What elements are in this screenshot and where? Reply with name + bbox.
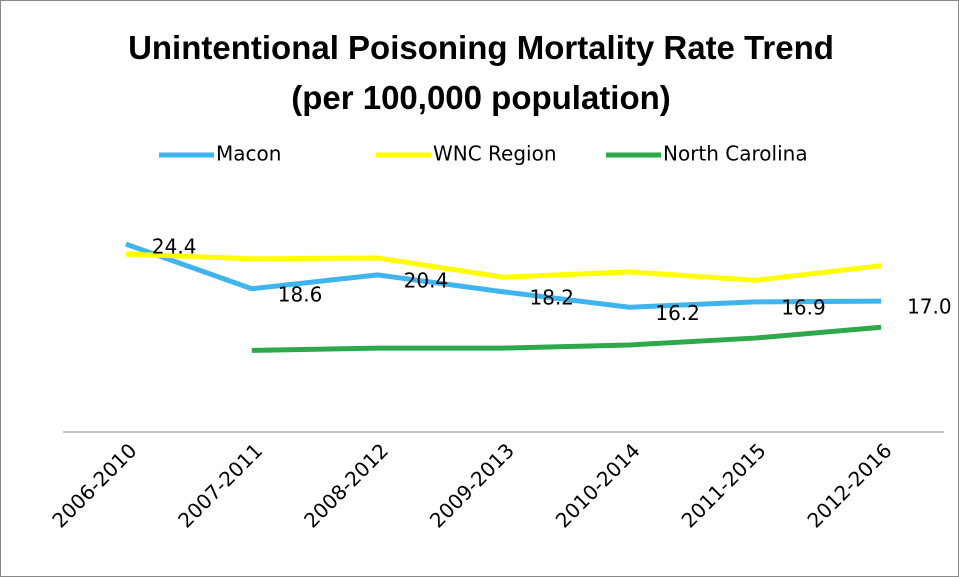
x-tick-label: 2009-2013 bbox=[425, 438, 519, 532]
data-label: 20.4 bbox=[404, 268, 449, 292]
data-label: 16.2 bbox=[655, 301, 700, 325]
x-tick-label: 2011-2015 bbox=[677, 438, 771, 532]
data-label: 18.6 bbox=[278, 282, 323, 306]
x-tick-label: 2006-2010 bbox=[47, 438, 141, 532]
x-tick-label: 2007-2011 bbox=[173, 438, 267, 532]
chart-title: Unintentional Poisoning Mortality Rate T… bbox=[128, 29, 834, 116]
x-tick-label: 2012-2016 bbox=[802, 438, 896, 532]
data-label: 24.4 bbox=[152, 235, 197, 259]
series-line bbox=[251, 324, 882, 353]
data-label: 16.9 bbox=[781, 295, 826, 319]
data-label: 18.2 bbox=[530, 285, 575, 309]
x-tick-label: 2008-2012 bbox=[299, 438, 393, 532]
legend-label: WNC Region bbox=[433, 142, 557, 166]
series-line bbox=[125, 241, 882, 310]
series-line bbox=[125, 251, 882, 283]
legend-label: Macon bbox=[216, 142, 281, 166]
legend-label: North Carolina bbox=[663, 142, 808, 166]
data-label: 17.0 bbox=[907, 295, 952, 319]
x-tick-label: 2010-2014 bbox=[551, 438, 645, 532]
